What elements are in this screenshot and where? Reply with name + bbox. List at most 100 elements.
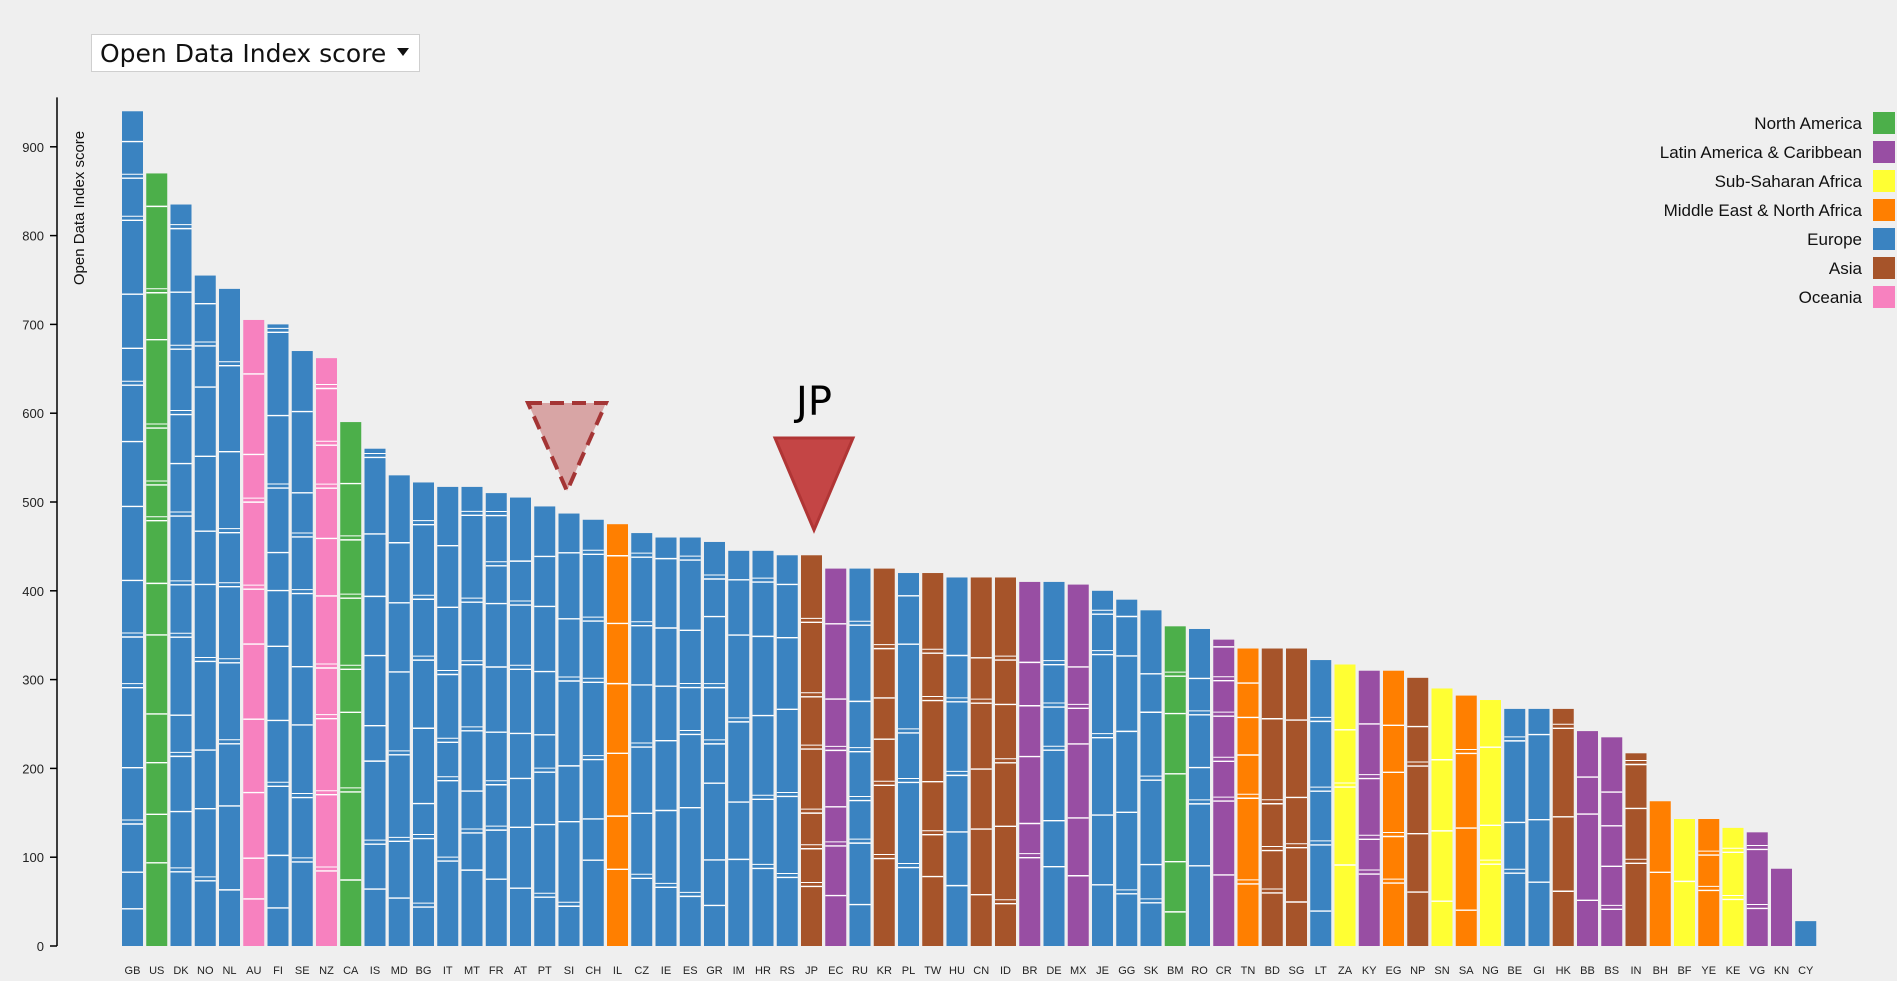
bar-fr[interactable] — [485, 493, 507, 946]
x-tick-label: CZ — [634, 965, 649, 977]
bar-bb[interactable] — [1577, 731, 1598, 946]
bar-be[interactable] — [1504, 708, 1526, 946]
bar-sk[interactable] — [1140, 610, 1162, 946]
bar-in[interactable] — [1625, 753, 1647, 946]
bar-ky[interactable] — [1358, 670, 1380, 946]
bar-cr[interactable] — [1213, 639, 1235, 946]
y-tick-label: 400 — [22, 584, 44, 599]
bar-rs[interactable] — [776, 555, 798, 946]
legend-item[interactable]: Europe — [1807, 228, 1895, 250]
bar-sa[interactable] — [1455, 695, 1477, 946]
bar-sg[interactable] — [1286, 648, 1307, 946]
bar-bg[interactable] — [413, 482, 434, 946]
bar-kr[interactable] — [873, 568, 895, 946]
bar-lt[interactable] — [1310, 660, 1332, 946]
bar-gi[interactable] — [1528, 708, 1550, 946]
bar-rect — [1116, 599, 1138, 946]
bar-bf[interactable] — [1674, 819, 1695, 946]
legend-item[interactable]: Oceania — [1799, 286, 1895, 308]
bar-id[interactable] — [995, 577, 1016, 946]
legend-item[interactable]: Middle East & North Africa — [1664, 199, 1895, 221]
bar-rect — [243, 319, 265, 947]
x-tick-label: HR — [755, 965, 771, 977]
bar-il[interactable] — [607, 524, 628, 946]
bar-bs[interactable] — [1601, 737, 1623, 946]
bar-eg[interactable] — [1383, 670, 1404, 946]
y-axis-label: Open Data Index score — [71, 131, 88, 285]
bar-sn[interactable] — [1431, 688, 1453, 946]
bar-no[interactable] — [194, 275, 216, 946]
bar-ye[interactable] — [1698, 819, 1720, 946]
legend-label: Asia — [1829, 259, 1863, 278]
legend-item[interactable]: Sub-Saharan Africa — [1715, 170, 1895, 192]
metric-select-value: Open Data Index score — [100, 38, 387, 68]
bar-us[interactable] — [146, 173, 168, 946]
bar-ro[interactable] — [1189, 628, 1210, 946]
x-tick-label: CR — [1216, 965, 1232, 977]
bar-jp[interactable] — [801, 555, 822, 946]
x-tick-label: MD — [391, 965, 408, 977]
bar-ru[interactable] — [849, 568, 871, 946]
bar-gb[interactable] — [122, 111, 143, 946]
bar-pt[interactable] — [534, 506, 556, 946]
bar-fi[interactable] — [267, 324, 289, 946]
bar-de[interactable] — [1043, 581, 1065, 946]
bar-es[interactable] — [679, 537, 701, 946]
legend-item[interactable]: Latin America & Caribbean — [1660, 141, 1895, 163]
bar-gr[interactable] — [704, 541, 725, 946]
bar-au[interactable] — [243, 319, 265, 947]
bar-md[interactable] — [388, 475, 410, 946]
bar-at[interactable] — [510, 497, 531, 946]
bar-ca[interactable] — [340, 422, 362, 947]
bar-tw[interactable] — [922, 573, 944, 946]
legend-item[interactable]: North America — [1754, 112, 1895, 134]
bar-is[interactable] — [364, 448, 386, 946]
metric-select[interactable]: Open Data Index score — [91, 34, 420, 72]
bar-rect — [1237, 648, 1259, 946]
x-tick-label: NL — [222, 965, 236, 977]
bar-hu[interactable] — [946, 577, 968, 946]
bar-bh[interactable] — [1649, 801, 1671, 946]
bar-rect — [1577, 731, 1598, 946]
bar-cy[interactable] — [1795, 921, 1817, 946]
bar-rect — [607, 524, 628, 946]
x-tick-label: LT — [1315, 965, 1327, 977]
bar-nz[interactable] — [316, 358, 337, 946]
bar-tn[interactable] — [1237, 648, 1259, 946]
bar-hk[interactable] — [1552, 708, 1574, 946]
legend-item[interactable]: Asia — [1829, 257, 1895, 279]
bar-im[interactable] — [728, 550, 750, 946]
bar-gg[interactable] — [1116, 599, 1138, 946]
bar-bd[interactable] — [1261, 648, 1283, 946]
bar-ke[interactable] — [1722, 827, 1744, 946]
bar-nl[interactable] — [219, 288, 240, 946]
bar-je[interactable] — [1092, 590, 1113, 946]
bar-mt[interactable] — [461, 486, 483, 946]
bar-np[interactable] — [1407, 677, 1429, 946]
bar-pl[interactable] — [898, 573, 919, 946]
bar-hr[interactable] — [752, 550, 774, 946]
bar-rect — [1043, 581, 1065, 946]
bar-rect — [1431, 688, 1453, 946]
bar-bm[interactable] — [1164, 626, 1186, 946]
bar-kn[interactable] — [1771, 868, 1792, 946]
bar-vg[interactable] — [1746, 832, 1768, 946]
bar-ie[interactable] — [655, 537, 677, 946]
bar-it[interactable] — [437, 486, 459, 946]
bar-mx[interactable] — [1067, 584, 1089, 946]
bar-se[interactable] — [291, 351, 313, 946]
x-tick-label: SN — [1434, 965, 1449, 977]
bar-za[interactable] — [1334, 664, 1356, 946]
x-tick-label: YE — [1701, 965, 1716, 977]
bar-br[interactable] — [1019, 581, 1041, 946]
bar-dk[interactable] — [170, 204, 192, 946]
x-tick-label: EC — [828, 965, 843, 977]
bar-cn[interactable] — [970, 577, 992, 946]
bar-cz[interactable] — [631, 533, 653, 946]
bar-ch[interactable] — [582, 519, 604, 946]
bar-ec[interactable] — [825, 568, 847, 946]
x-tick-label: BE — [1507, 965, 1522, 977]
bar-rect — [1746, 832, 1768, 946]
bar-si[interactable] — [558, 513, 580, 946]
bar-ng[interactable] — [1480, 700, 1501, 946]
